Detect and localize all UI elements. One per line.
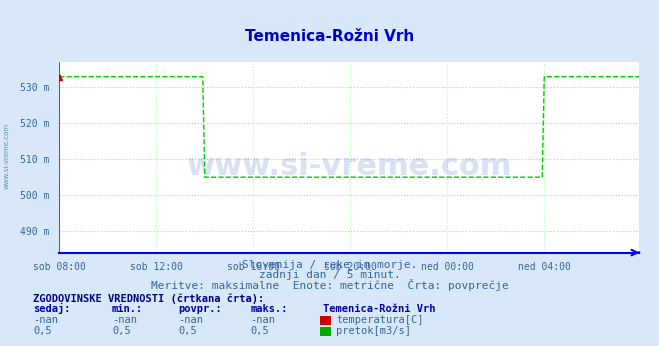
Text: maks.:: maks.: xyxy=(250,304,288,313)
Text: 0,5: 0,5 xyxy=(33,327,51,336)
Text: Meritve: maksimalne  Enote: metrične  Črta: povprečje: Meritve: maksimalne Enote: metrične Črta… xyxy=(151,280,508,291)
Text: temperatura[C]: temperatura[C] xyxy=(336,315,424,325)
Text: ZGODOVINSKE VREDNOSTI (črtkana črta):: ZGODOVINSKE VREDNOSTI (črtkana črta): xyxy=(33,293,264,303)
Text: -nan: -nan xyxy=(178,315,203,325)
Text: Temenica-Rožni Vrh: Temenica-Rožni Vrh xyxy=(323,304,436,313)
Text: 0,5: 0,5 xyxy=(178,327,196,336)
Text: Slovenija / reke in morje.: Slovenija / reke in morje. xyxy=(242,260,417,270)
Text: www.si-vreme.com: www.si-vreme.com xyxy=(186,153,512,181)
Text: -nan: -nan xyxy=(33,315,58,325)
Text: pretok[m3/s]: pretok[m3/s] xyxy=(336,327,411,336)
Text: -nan: -nan xyxy=(112,315,137,325)
Text: povpr.:: povpr.: xyxy=(178,304,221,313)
Text: 0,5: 0,5 xyxy=(250,327,269,336)
Text: zadnji dan / 5 minut.: zadnji dan / 5 minut. xyxy=(258,270,401,280)
Text: Temenica-Rožni Vrh: Temenica-Rožni Vrh xyxy=(245,29,414,44)
Text: sedaj:: sedaj: xyxy=(33,303,71,314)
Text: www.si-vreme.com: www.si-vreme.com xyxy=(3,122,10,189)
Text: -nan: -nan xyxy=(250,315,275,325)
Text: min.:: min.: xyxy=(112,304,143,313)
Text: 0,5: 0,5 xyxy=(112,327,130,336)
